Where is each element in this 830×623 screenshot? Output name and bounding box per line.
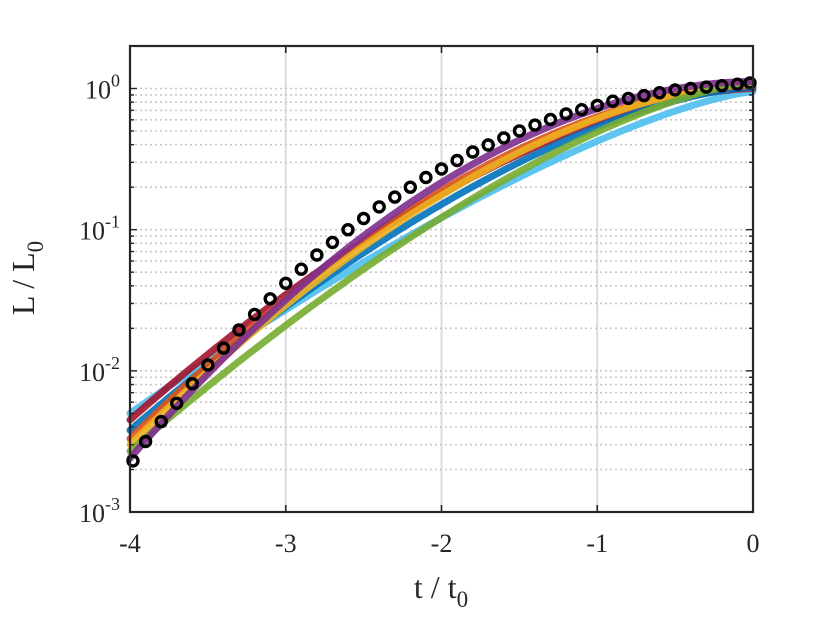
- data-point: [216, 341, 231, 355]
- data-point: [466, 145, 480, 159]
- y-tick-label-base: 10: [79, 358, 105, 387]
- data-point: [356, 211, 371, 226]
- data-point: [169, 396, 184, 410]
- data-point: [294, 262, 308, 276]
- data-point: [232, 323, 246, 337]
- x-axis-title-main: t / t: [414, 569, 457, 605]
- y-tick-label-base: 10: [79, 499, 105, 528]
- data-point: [715, 78, 729, 93]
- data-point: [543, 112, 558, 127]
- x-tick-label: -2: [431, 529, 453, 558]
- y-tick-label: 100: [85, 70, 120, 104]
- y-tick-label-base: 10: [85, 75, 111, 104]
- data-point: [528, 118, 542, 132]
- y-tick-label-exponent: -3: [105, 494, 120, 514]
- y-tick-label-exponent: -1: [105, 212, 120, 232]
- data-point: [481, 138, 495, 152]
- x-tick-label: -1: [586, 529, 608, 558]
- data-point: [419, 170, 433, 185]
- data-point: [279, 276, 293, 290]
- data-point: [247, 307, 262, 322]
- tick-marks: [129, 45, 754, 513]
- data-point: [590, 98, 604, 113]
- data-point: [372, 200, 386, 214]
- data-point: [512, 124, 527, 138]
- data-point: [201, 358, 215, 372]
- data-point: [684, 81, 698, 96]
- data-point: [730, 77, 745, 91]
- y-tick-label-exponent: -2: [105, 353, 120, 373]
- x-tick-labels: -4 -3 -2 -1 0: [119, 529, 759, 558]
- y-axis-title-subscript: 0: [23, 241, 48, 253]
- data-point: [263, 292, 277, 306]
- data-point: [185, 377, 200, 391]
- x-tick-label: -3: [275, 529, 297, 558]
- data-point: [325, 235, 340, 250]
- y-tick-label-exponent: 0: [111, 70, 120, 90]
- data-point: [126, 454, 140, 468]
- data-point: [154, 414, 168, 429]
- y-axis-title-main: L / L: [5, 252, 41, 315]
- data-point: [668, 83, 682, 97]
- data-point: [138, 434, 153, 449]
- data-point: [403, 180, 417, 194]
- x-tick-label: -4: [119, 529, 141, 558]
- y-tick-label: 10-2: [79, 353, 120, 387]
- data-point: [434, 162, 449, 176]
- data-point: [621, 91, 636, 106]
- model-curve-6: [126, 79, 757, 455]
- y-tick-label: 10-3: [79, 494, 120, 528]
- data-point: [699, 80, 713, 94]
- data-point: [341, 222, 355, 237]
- x-axis-title-subscript: 0: [457, 587, 469, 612]
- x-axis-title: t / t0: [414, 569, 468, 612]
- data-point: [310, 248, 324, 262]
- y-axis-title: L / L0: [5, 241, 48, 315]
- grid-layer: [130, 46, 753, 512]
- data-point: [637, 88, 651, 103]
- data-point: [388, 190, 402, 204]
- data-point: [450, 153, 464, 168]
- data-point: [606, 94, 620, 108]
- data-point: [575, 102, 589, 117]
- y-tick-label: 10-1: [79, 212, 120, 246]
- data-point: [559, 107, 573, 121]
- x-tick-label: 0: [747, 529, 760, 558]
- data-markers: [126, 76, 757, 468]
- y-tick-label-base: 10: [79, 217, 105, 246]
- data-point: [652, 85, 667, 100]
- data-point: [497, 131, 511, 145]
